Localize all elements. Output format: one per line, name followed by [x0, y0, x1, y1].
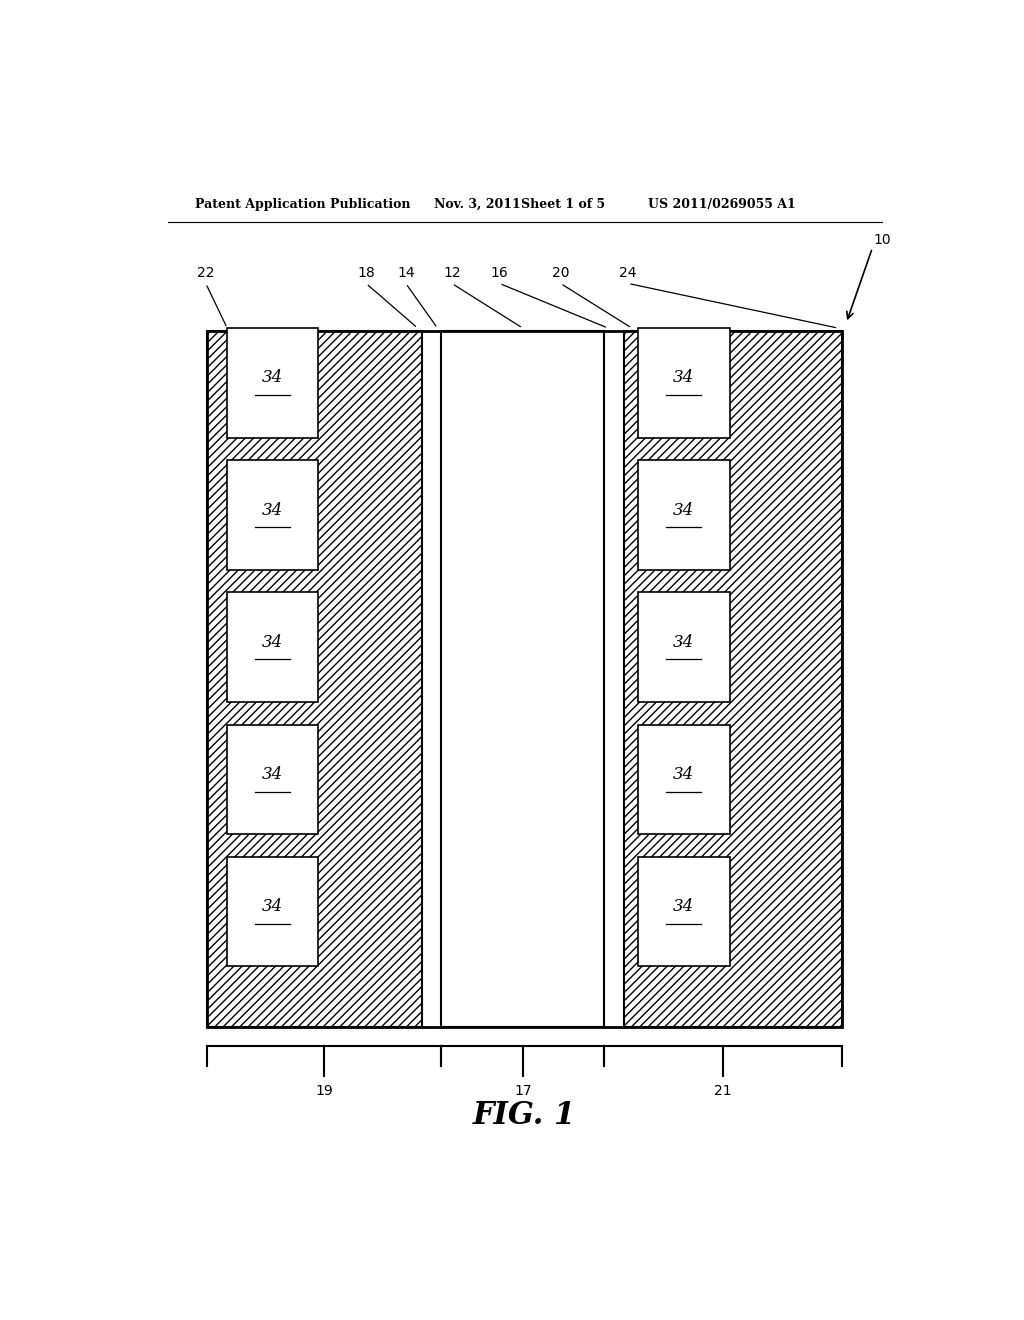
Text: 34: 34	[674, 502, 694, 519]
Bar	[624, 331, 842, 1027]
Text: 34: 34	[674, 634, 694, 651]
Text: 14: 14	[397, 267, 415, 280]
Bar	[441, 331, 523, 1027]
Text: 24: 24	[620, 267, 637, 280]
Text: 19: 19	[315, 1084, 333, 1098]
Text: 12: 12	[443, 267, 461, 280]
Bar	[638, 725, 729, 834]
Bar	[207, 331, 422, 1027]
Text: US 2011/0269055 A1: US 2011/0269055 A1	[648, 198, 796, 211]
Text: 16: 16	[490, 267, 508, 280]
Text: 34: 34	[262, 766, 284, 783]
Text: Patent Application Publication: Patent Application Publication	[196, 198, 411, 211]
Text: 34: 34	[262, 370, 284, 387]
Text: 17: 17	[514, 1084, 531, 1098]
Text: 20: 20	[552, 267, 569, 280]
Bar	[523, 331, 604, 1027]
Text: FIG. 1: FIG. 1	[473, 1101, 577, 1131]
Bar	[638, 593, 729, 702]
Text: 21: 21	[715, 1084, 732, 1098]
Bar	[227, 593, 318, 702]
Text: 18: 18	[357, 267, 375, 280]
Text: 34: 34	[674, 898, 694, 915]
Text: Sheet 1 of 5: Sheet 1 of 5	[521, 198, 605, 211]
Text: 34: 34	[262, 898, 284, 915]
Bar	[441, 331, 604, 1027]
Bar	[227, 725, 318, 834]
Text: 10: 10	[873, 232, 891, 247]
Text: 34: 34	[674, 370, 694, 387]
Text: 34: 34	[262, 634, 284, 651]
Text: 22: 22	[197, 267, 214, 280]
Bar	[638, 461, 729, 570]
Bar	[207, 331, 843, 1027]
Bar	[227, 329, 318, 438]
Bar	[227, 461, 318, 570]
Bar	[227, 857, 318, 966]
Bar	[638, 329, 729, 438]
Bar	[638, 857, 729, 966]
Text: Nov. 3, 2011: Nov. 3, 2011	[433, 198, 520, 211]
Text: 34: 34	[262, 502, 284, 519]
Text: 34: 34	[674, 766, 694, 783]
